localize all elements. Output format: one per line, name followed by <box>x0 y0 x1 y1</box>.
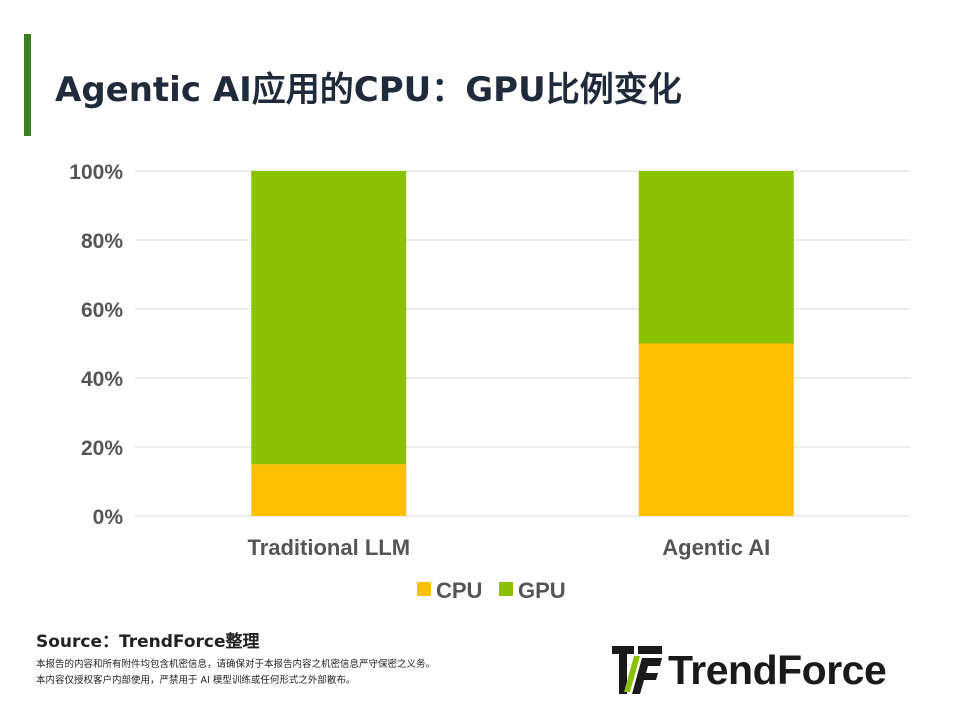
bar-cpu <box>638 343 794 516</box>
y-tick-label: 0% <box>93 506 124 529</box>
bar-gpu <box>251 171 407 465</box>
bar-gpu <box>638 171 794 344</box>
x-tick-label: Agentic AI <box>662 535 770 560</box>
trendforce-logo: TrendForce <box>612 646 887 694</box>
disclaimer: 本报告的内容和所有附件均包含机密信息，请确保对于本报告内容之机密信息严守保密之义… <box>36 657 435 689</box>
legend-label-cpu: CPU <box>436 578 482 603</box>
logo-wordmark: TrendForce <box>668 646 887 693</box>
trendforce-logo-icon <box>612 646 662 694</box>
disclaimer-line-2: 本内容仅授权客户内部使用，严禁用于 AI 模型训练或任何形式之外部散布。 <box>36 675 356 686</box>
y-tick-label: 80% <box>81 230 123 253</box>
bar-cpu <box>251 464 407 516</box>
y-tick-label: 60% <box>81 299 123 322</box>
disclaimer-line-1: 本报告的内容和所有附件均包含机密信息，请确保对于本报告内容之机密信息严守保密之义… <box>36 659 436 670</box>
legend-swatch-cpu <box>417 582 431 596</box>
source-note: Source：TrendForce整理 <box>36 632 260 652</box>
y-tick-label: 20% <box>81 437 123 460</box>
legend-swatch-gpu <box>499 582 513 596</box>
page-title: Agentic AI应用的CPU：GPU比例变化 <box>55 70 682 110</box>
legend-label-gpu: GPU <box>518 578 566 603</box>
x-tick-label: Traditional LLM <box>247 535 410 560</box>
stacked-bar-chart: 0% 20% 40% 60% 80% 100% Traditional LLM Agentic… <box>69 161 910 603</box>
title-accent-bar <box>24 34 31 136</box>
y-tick-label: 100% <box>69 161 123 184</box>
y-tick-label: 40% <box>81 368 123 391</box>
